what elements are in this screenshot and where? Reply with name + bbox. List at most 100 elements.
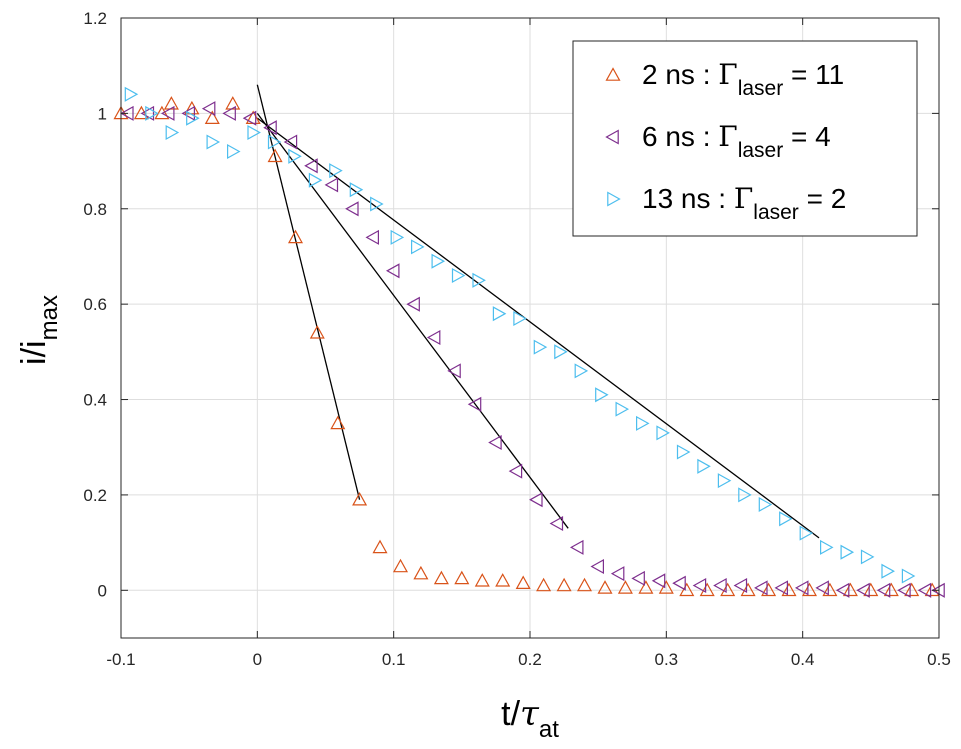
data-point: [569, 539, 584, 555]
data-point: [799, 525, 814, 541]
legend-entry-1-post: = 11: [783, 59, 844, 90]
data-point: [597, 580, 613, 594]
data-point: [345, 201, 359, 217]
fit-line: [256, 117, 820, 539]
data-point: [309, 325, 325, 339]
data-point: [917, 582, 932, 598]
data-point: [856, 582, 870, 598]
data-point: [472, 272, 486, 288]
x-tick-label: 0.3: [655, 650, 679, 669]
y-tick-label: 1: [98, 104, 107, 123]
y-tick-label: 0.2: [83, 486, 107, 505]
data-point: [513, 310, 527, 327]
legend-marker-2: [605, 129, 619, 145]
data-point: [201, 101, 216, 117]
legend-box: [572, 40, 918, 237]
legend-entry-3-pre: 13 ns :: [642, 183, 734, 214]
x-axis-label-sub: at: [539, 716, 559, 743]
data-point: [247, 124, 261, 141]
data-point: [330, 415, 346, 430]
data-point: [761, 582, 777, 597]
legend-entry-1-gamma: Γ: [718, 58, 737, 91]
series-2: [120, 101, 945, 598]
data-point: [474, 573, 490, 587]
data-point: [145, 105, 159, 121]
data-point: [733, 577, 748, 594]
x-axis-label-symbol: τ: [520, 694, 540, 734]
data-point: [779, 511, 793, 527]
data-point: [529, 492, 543, 508]
data-point: [324, 177, 339, 193]
y-tick-label: 0: [98, 581, 107, 600]
legend-entry-2-post: = 4: [783, 121, 830, 152]
data-point: [488, 434, 502, 451]
x-tick-label: 0.2: [518, 650, 542, 669]
data-point: [656, 425, 670, 441]
data-point: [533, 339, 548, 355]
data-point: [467, 396, 482, 412]
data-point: [433, 570, 449, 585]
data-point: [451, 267, 466, 284]
legend-marker-1: [605, 67, 621, 81]
series-3: [124, 86, 916, 584]
data-point: [781, 582, 797, 597]
data-point: [154, 105, 170, 120]
data-point: [365, 229, 379, 245]
y-tick-label: 1.2: [83, 9, 107, 28]
data-point: [740, 582, 756, 597]
data-point: [370, 196, 384, 212]
data-point: [283, 134, 298, 150]
data-point: [124, 86, 139, 102]
data-point: [815, 580, 829, 596]
data-point: [672, 575, 686, 591]
data-point: [184, 100, 200, 115]
data-point: [515, 575, 531, 590]
data-point: [774, 580, 789, 596]
data-point: [738, 487, 752, 503]
legend-entry-1-pre: 2 ns :: [642, 59, 718, 90]
data-point: [133, 105, 149, 120]
data-point: [508, 463, 523, 479]
data-point: [447, 363, 461, 379]
data-point: [576, 577, 593, 592]
data-point: [549, 515, 564, 532]
data-point: [406, 296, 420, 312]
data-point: [454, 570, 470, 585]
data-point: [590, 558, 605, 575]
data-point: [372, 539, 388, 554]
data-point: [304, 158, 318, 174]
data-point: [267, 134, 282, 150]
data-point: [931, 582, 945, 598]
data-point: [617, 580, 633, 594]
data-point: [287, 229, 304, 244]
data-point: [819, 539, 834, 555]
data-point: [536, 577, 552, 592]
x-tick-label: 0.4: [791, 650, 815, 669]
data-point: [679, 582, 695, 597]
data-point: [717, 473, 732, 489]
data-point: [794, 580, 809, 596]
data-point: [835, 582, 850, 598]
data-point: [288, 148, 302, 164]
x-tick-label: -0.1: [106, 650, 135, 669]
legend-entry-3-sub: laser: [753, 201, 799, 224]
data-point: [267, 148, 283, 163]
legend-entry-3-post: = 2: [799, 183, 846, 214]
data-point: [676, 444, 691, 460]
data-point: [758, 496, 773, 513]
data-point: [876, 582, 891, 598]
x-axis-label-base: t/: [501, 695, 520, 733]
fit-line: [256, 84, 361, 500]
data-point: [699, 582, 715, 597]
legend-entry-1: 2 ns : Γlaser = 11: [642, 58, 844, 100]
data-point: [897, 582, 911, 598]
data-point: [492, 306, 507, 322]
data-point: [225, 96, 241, 110]
data-point: [352, 491, 368, 506]
legend-entry-2: 6 ns : Γlaser = 4: [642, 120, 831, 162]
data-point: [822, 582, 838, 597]
y-tick-label: 0.8: [83, 200, 107, 219]
data-point: [863, 582, 879, 597]
data-point: [615, 401, 630, 417]
